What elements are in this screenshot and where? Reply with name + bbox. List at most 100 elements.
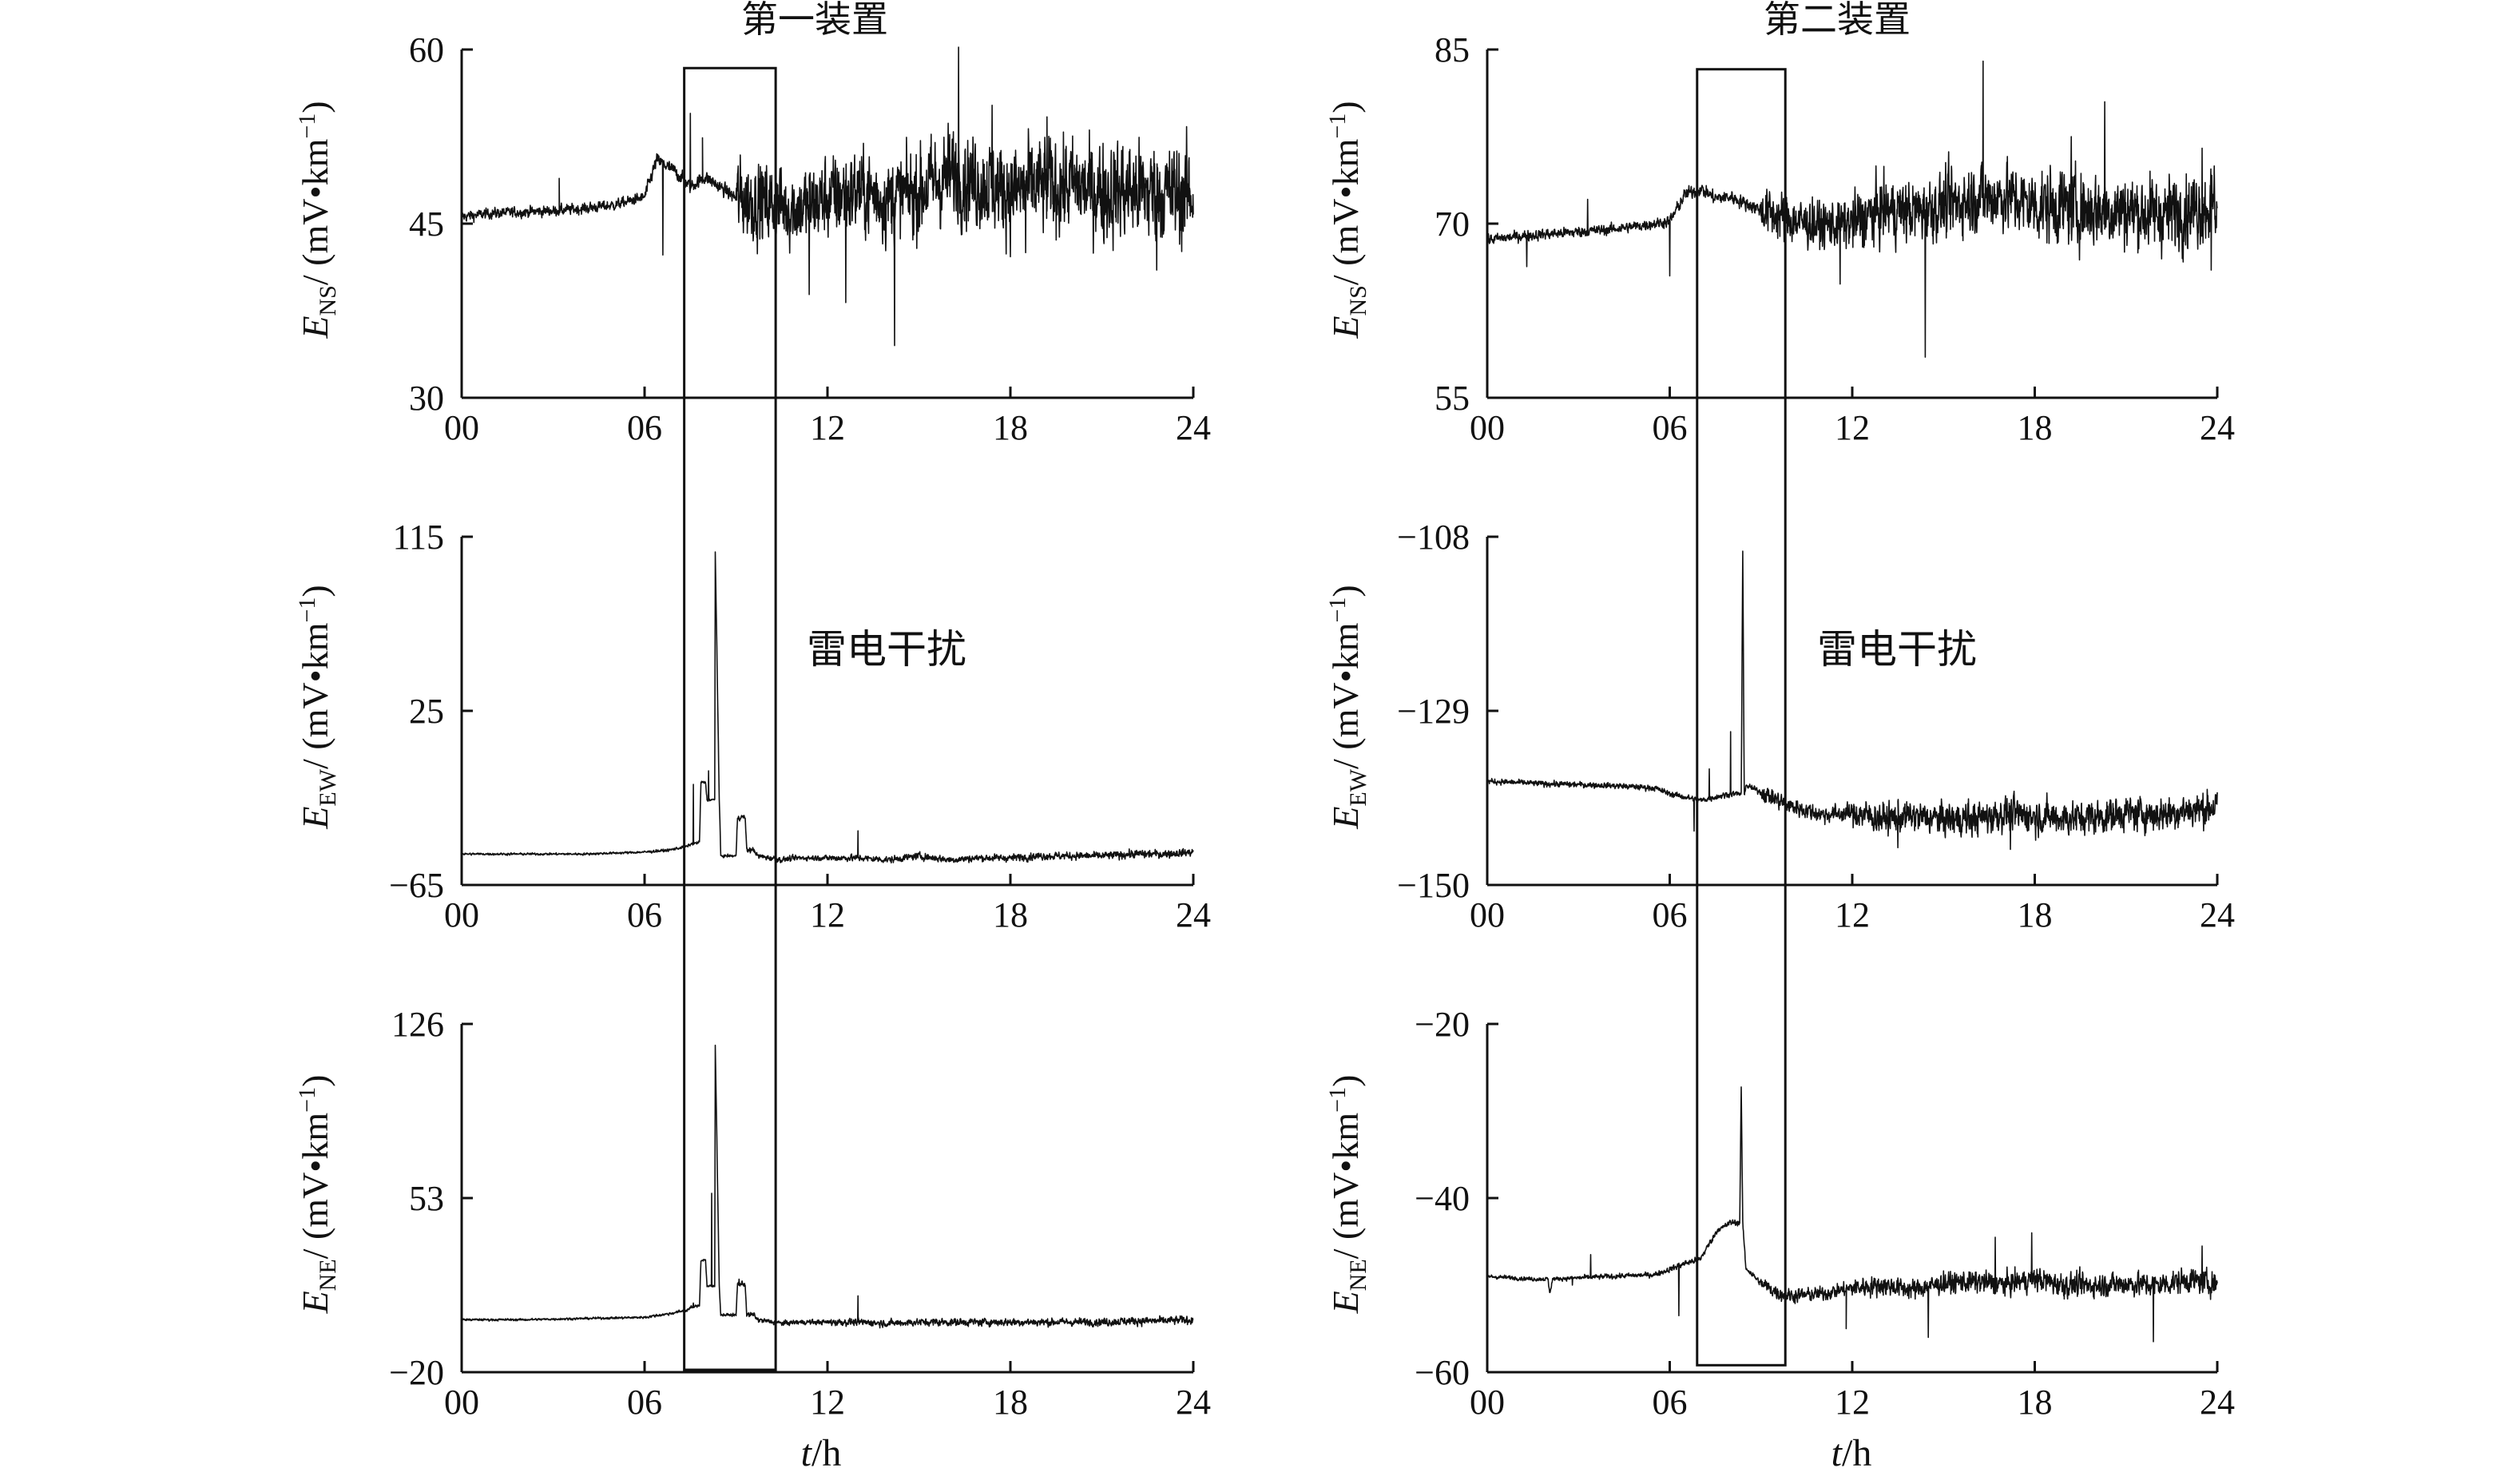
y-tick-label: −40: [1415, 1179, 1470, 1218]
ylabel-unit: / (mV•km: [295, 622, 335, 769]
x-tick-label: 18: [993, 895, 1028, 934]
x-tick-label: 06: [627, 1383, 662, 1422]
y-tick-label: 70: [1435, 204, 1470, 244]
y-tick-label: −20: [389, 1353, 444, 1392]
ylabel-unit: / (mV•km: [295, 138, 335, 285]
panel-device2-ns: 第二装置 ENS/ (mV•km−1) 00 06 12 18 24 55 70 85: [1324, 0, 2235, 447]
series-line: [461, 551, 1194, 864]
y-tick-label: −129: [1397, 692, 1470, 731]
x-tick-label: 12: [810, 895, 845, 934]
series-line: [1486, 550, 2218, 851]
xlabel-unit: /h: [1842, 1432, 1871, 1474]
panel-device1-ne: ENE/ (mV•km−1) t/h 00 06 12 18 24 −20 53 126: [294, 1005, 1211, 1474]
x-tick-label: 06: [627, 895, 662, 934]
series-line: [461, 46, 1194, 347]
y-axis-label: EEW/ (mV•km−1): [294, 585, 341, 829]
x-tick-label: 06: [627, 408, 662, 447]
x-tick-label: 24: [2200, 408, 2235, 447]
y-tick-label: −20: [1415, 1005, 1470, 1044]
x-tick-label: 06: [1653, 1383, 1688, 1422]
ylabel-superscript: −1: [1324, 597, 1351, 623]
y-tick-label: −108: [1397, 518, 1470, 557]
x-tick-label: 24: [2200, 895, 2235, 934]
svg-text:ENS/ (mV•km−1): ENS/ (mV•km−1): [1324, 101, 1371, 339]
svg-text:ENE/ (mV•km−1): ENE/ (mV•km−1): [294, 1075, 341, 1315]
x-tick-label: 00: [444, 408, 479, 447]
ylabel-subscript: NS: [315, 285, 341, 315]
ylabel-subscript: NS: [1345, 285, 1371, 315]
y-tick-label: 115: [393, 518, 444, 557]
y-tick-label: 85: [1435, 30, 1470, 69]
ylabel-symbol: E: [295, 315, 335, 339]
x-axis-label: t/h: [1831, 1432, 1872, 1474]
highlight-box: [683, 66, 777, 1371]
x-tick-label: 24: [2200, 1383, 2235, 1422]
x-tick-label: 18: [2018, 895, 2053, 934]
ylabel-subscript: EW: [315, 768, 341, 806]
x-tick-label: 00: [1470, 408, 1505, 447]
y-tick-label: 55: [1435, 379, 1470, 418]
x-tick-label: 00: [1470, 1383, 1505, 1422]
panel-device2-ne: ENE/ (mV•km−1) t/h 00 06 12 18 24 −20 −40 −60: [1324, 1005, 2235, 1474]
x-tick-label: 24: [1176, 408, 1211, 447]
y-axis-label: ENS/ (mV•km−1): [1324, 101, 1371, 339]
svg-text:EEW/ (mV•km−1): EEW/ (mV•km−1): [294, 585, 341, 829]
ylabel-symbol: E: [295, 807, 335, 830]
ylabel-superscript: −1: [1324, 1087, 1351, 1113]
ylabel-subscript: NE: [315, 1259, 341, 1291]
x-tick-label: 12: [1835, 895, 1870, 934]
x-tick-label: 12: [810, 1383, 845, 1422]
ylabel-close: ): [295, 101, 335, 113]
panel-title: 第一装置: [741, 0, 888, 40]
ylabel-superscript: −1: [294, 597, 320, 623]
ylabel-subscript: EW: [1345, 768, 1371, 806]
y-axis-label: ENE/ (mV•km−1): [294, 1075, 341, 1315]
y-axis-label: EEW/ (mV•km−1): [1324, 585, 1371, 829]
ylabel-unit: / (mV•km: [295, 1113, 335, 1260]
y-tick-label: −150: [1397, 866, 1470, 905]
series-line: [1486, 60, 2218, 358]
x-tick-label: 18: [993, 1383, 1028, 1422]
series-line: [461, 1044, 1194, 1329]
ylabel-symbol: E: [295, 1291, 335, 1314]
y-tick-label: 60: [409, 30, 444, 69]
ylabel-symbol: E: [1325, 1291, 1366, 1314]
xlabel-var: t: [801, 1432, 813, 1474]
ylabel-close: ): [1325, 585, 1366, 597]
ylabel-close: ): [295, 1075, 335, 1087]
y-tick-label: 53: [409, 1179, 444, 1218]
annotation-lightning: 雷电干扰: [1817, 627, 1977, 672]
y-tick-label: −65: [389, 866, 444, 905]
x-tick-label: 00: [444, 1383, 479, 1422]
ylabel-unit: / (mV•km: [1325, 1113, 1366, 1260]
x-axis-label: t/h: [801, 1432, 842, 1474]
y-tick-label: 126: [391, 1005, 444, 1044]
x-tick-label: 18: [2018, 408, 2053, 447]
x-tick-label: 00: [444, 895, 479, 934]
x-tick-label: 18: [2018, 1383, 2053, 1422]
ylabel-superscript: −1: [1324, 113, 1351, 139]
ylabel-subscript: NE: [1345, 1259, 1371, 1291]
y-tick-label: 25: [409, 692, 444, 731]
panel-device1-ew: 雷电干扰 EEW/ (mV•km−1) 00 06 12 18 24 −65 25 115: [294, 518, 1211, 934]
y-axis-label: ENE/ (mV•km−1): [1324, 1075, 1371, 1315]
x-tick-label: 18: [993, 408, 1028, 447]
panel-device2-ew: 雷电干扰 EEW/ (mV•km−1) 00 06 12 18 24 −108 −129 −1…: [1324, 518, 2235, 934]
x-tick-label: 24: [1176, 895, 1211, 934]
y-tick-label: −60: [1415, 1353, 1470, 1392]
y-tick-label: 30: [409, 379, 444, 418]
x-tick-label: 12: [1835, 408, 1870, 447]
ylabel-superscript: −1: [294, 1087, 320, 1113]
panel-device1-ns: 第一装置 ENS/ (mV•km−1) 00 06 12 18 24 30 45 60: [294, 0, 1211, 447]
x-tick-label: 06: [1653, 408, 1688, 447]
svg-text:ENE/ (mV•km−1): ENE/ (mV•km−1): [1324, 1075, 1371, 1315]
annotation-lightning: 雷电干扰: [807, 627, 966, 672]
y-tick-label: 45: [409, 204, 444, 244]
ylabel-close: ): [295, 585, 335, 597]
svg-text:ENS/ (mV•km−1): ENS/ (mV•km−1): [294, 101, 341, 339]
xlabel-unit: /h: [812, 1432, 841, 1474]
y-axis-label: ENS/ (mV•km−1): [294, 101, 341, 339]
series-line: [1486, 1086, 2218, 1343]
x-tick-label: 12: [1835, 1383, 1870, 1422]
x-tick-label: 12: [810, 408, 845, 447]
